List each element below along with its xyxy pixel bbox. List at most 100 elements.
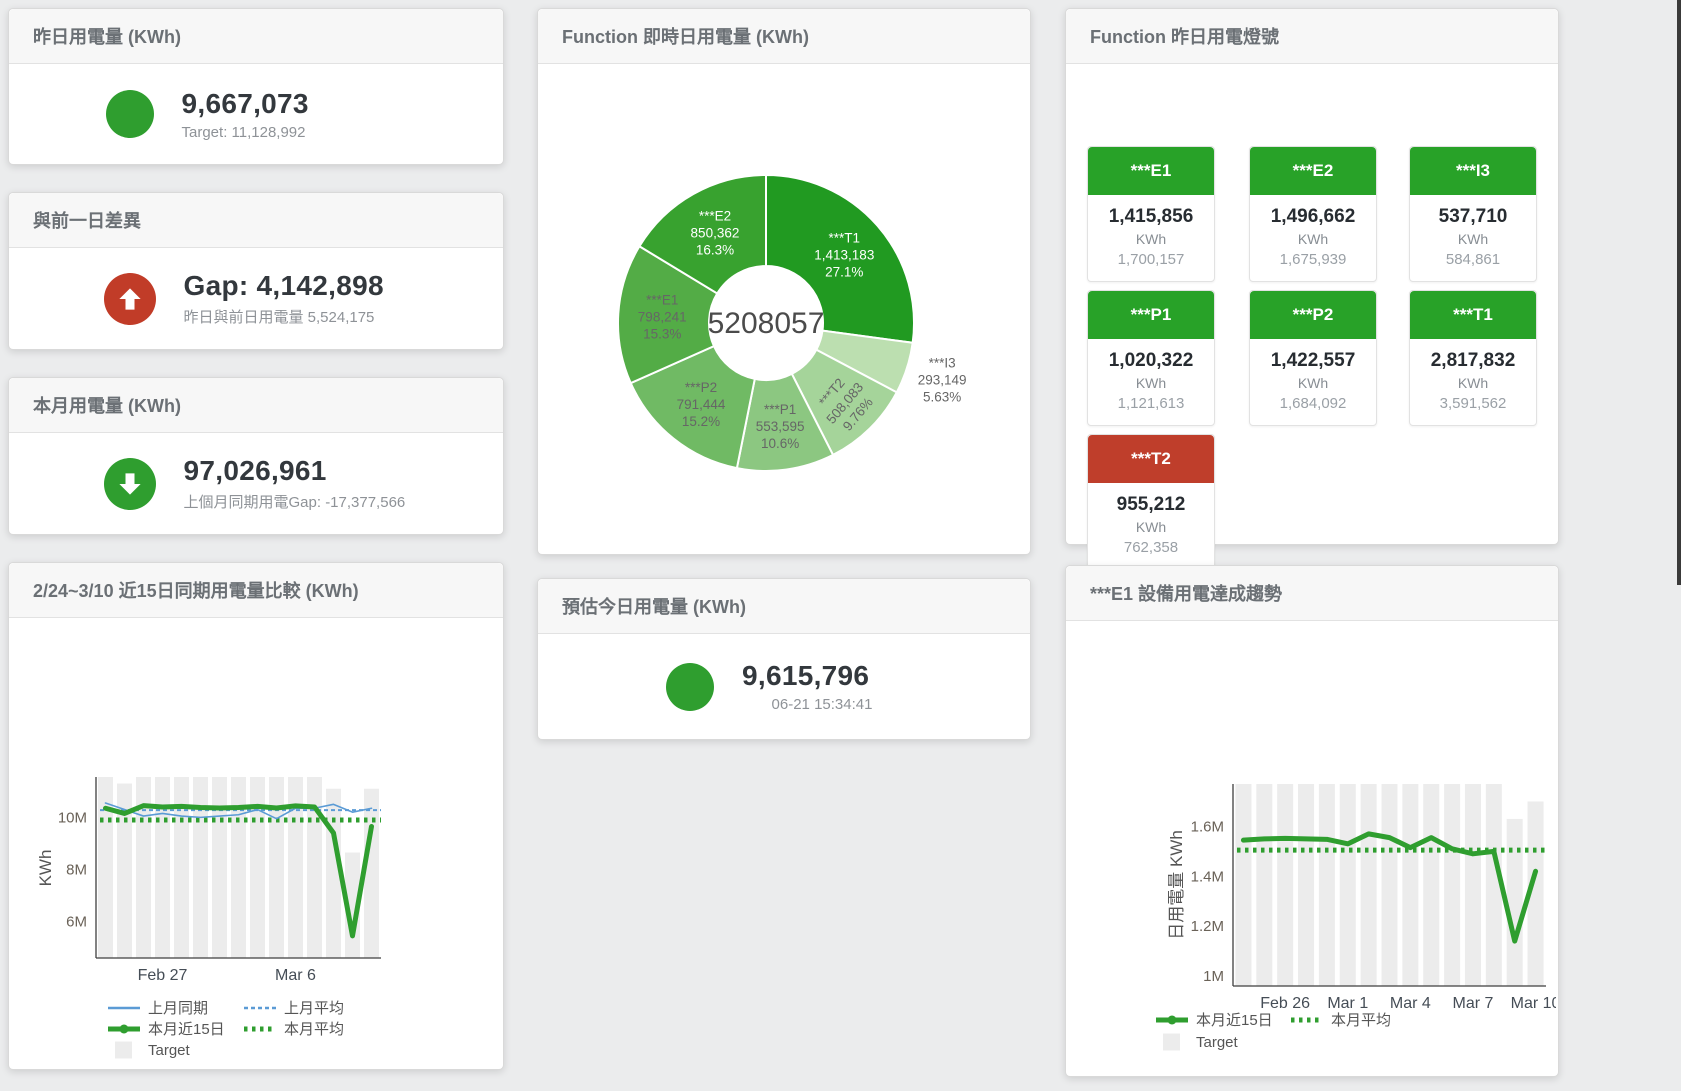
legend-item[interactable]: Target	[115, 1041, 191, 1060]
donut-slice-E2[interactable]	[638, 173, 767, 295]
target-bar	[288, 777, 303, 958]
light-tile-e2[interactable]: ***E2 1,496,662 KWh 1,675,939	[1249, 146, 1377, 282]
y-tick: 1.4M	[1191, 868, 1224, 885]
card-trend-title: ***E1 設備用電達成趨勢	[1066, 566, 1558, 621]
month-value: 97,026,961	[183, 455, 327, 486]
arrow-up-icon	[103, 272, 156, 325]
target-bar	[117, 783, 132, 958]
light-tile-p2-unit: KWh	[1297, 375, 1329, 391]
light-tile-t2-value: 955,212	[1116, 494, 1186, 515]
card-yesterday-title: 昨日用電量 (KWh)	[9, 9, 503, 64]
card-month-body: 97,026,961 上個月同期用電Gap: -17,377,566	[9, 433, 503, 534]
donut-slice-label: ***E2 850,362 16.3%	[691, 208, 740, 257]
donut-slice-label: ***P1 553,595 10.6%	[756, 402, 805, 451]
month-sub: 上個月同期用電Gap: -17,377,566	[183, 494, 406, 511]
yesterday-target: Target: 11,128,992	[181, 123, 306, 141]
target-bar	[345, 852, 360, 958]
donut-chart: ***T1 1,413,183 27.1%***I3 293,149 5.63%***T…	[617, 173, 967, 472]
target-bar	[1318, 784, 1335, 986]
donut-slice-E1[interactable]	[617, 244, 719, 385]
y-tick: 1.2M	[1191, 918, 1224, 935]
light-tile-e1-value: 1,415,856	[1108, 206, 1194, 227]
svg-text:Target: Target	[148, 1042, 191, 1059]
card-trend-chart: ***E1 設備用電達成趨勢 1M 1.2M 1.4M 1.6M Feb 26 Mar 1…	[1065, 565, 1559, 1077]
card-estimate: 預估今日用電量 (KWh) 9,615,796 06-21 15:34:41	[537, 578, 1031, 740]
svg-text:本月近15日: 本月近15日	[1196, 1012, 1273, 1029]
yesterday-value: 9,667,073	[181, 87, 309, 119]
legend-item[interactable]: 本月平均	[1291, 1012, 1391, 1029]
gap-value: Gap: 4,142,898	[183, 270, 384, 301]
svg-text:上月平均: 上月平均	[284, 1000, 344, 1017]
legend-item[interactable]: 本月平均	[244, 1021, 344, 1038]
card-yesterday-body: 9,667,073 Target: 11,128,992	[9, 64, 503, 164]
target-bar	[1423, 784, 1440, 986]
light-tile-e2-target: 1,675,939	[1279, 251, 1347, 268]
target-bar	[231, 777, 246, 958]
target-bar	[364, 788, 379, 958]
target-bar	[1444, 784, 1461, 986]
card-lights: Function 昨日用電燈號 ***E1 1,415,856 KWh 1,70…	[1065, 8, 1559, 570]
light-tile-t2-label: ***T2	[1088, 435, 1214, 483]
svg-text:Target: Target	[1196, 1034, 1239, 1051]
target-bar	[1339, 784, 1356, 986]
light-tile-e2-label: ***E2	[1250, 147, 1376, 195]
light-tile-t1[interactable]: ***T1 2,817,832 KWh 3,591,562	[1409, 290, 1537, 426]
card-gap: 與前一日差異 Gap: 4,142,898 昨日與前日用電量 5,524,175	[8, 192, 504, 350]
card-compare-chart: 2/24~3/10 近15日同期用電量比較 (KWh) 6M 8M 10M Feb 2…	[8, 562, 504, 1070]
light-tile-p1-target: 1,121,613	[1117, 395, 1185, 412]
target-bar	[307, 777, 322, 958]
card-gap-title: 與前一日差異	[9, 193, 503, 248]
card-donut-title: Function 即時日用電量 (KWh)	[538, 9, 1030, 64]
series-line	[104, 802, 373, 820]
target-bar	[1360, 784, 1377, 986]
donut-slice-T1[interactable]	[765, 173, 915, 344]
card-month: 本月用電量 (KWh) 97,026,961 上個月同期用電Gap: -17,3…	[8, 377, 504, 535]
donut-center-total: 5208057	[708, 307, 825, 340]
legend-item[interactable]: Target	[1163, 1033, 1239, 1052]
card-lights-title: Function 昨日用電燈號	[1066, 9, 1558, 64]
y-axis-label: 日用電量 KWh	[1167, 830, 1186, 940]
scrollbar-strip[interactable]	[1677, 0, 1681, 585]
svg-text:本月平均: 本月平均	[284, 1021, 344, 1038]
x-tick: Mar 4	[1390, 995, 1431, 1012]
light-tile-i3[interactable]: ***I3 537,710 KWh 584,861	[1409, 146, 1537, 282]
series-line	[1240, 831, 1539, 944]
y-axis-label: KWh	[36, 850, 55, 887]
light-tile-e1-label: ***E1	[1088, 147, 1214, 195]
target-bar	[174, 777, 189, 958]
light-tile-p2-label: ***P2	[1250, 291, 1376, 339]
card-estimate-title: 預估今日用電量 (KWh)	[538, 579, 1030, 634]
light-tile-t2[interactable]: ***T2 955,212 KWh 762,358	[1087, 434, 1215, 570]
x-tick: Feb 27	[138, 967, 188, 984]
trend-line-chart: 1M 1.2M 1.4M 1.6M Feb 26 Mar 1 Mar 4 Mar 7 Mar 1…	[1156, 784, 1556, 1052]
legend-item[interactable]: 上月平均	[244, 1000, 344, 1017]
x-tick: Mar 10	[1511, 995, 1556, 1012]
green-status-dot-icon	[666, 662, 714, 711]
svg-text:本月平均: 本月平均	[1331, 1012, 1391, 1029]
target-bar	[269, 777, 284, 958]
y-tick: 1M	[1203, 968, 1224, 985]
card-compare-title: 2/24~3/10 近15日同期用電量比較 (KWh)	[9, 563, 503, 618]
light-tile-t2-unit: KWh	[1135, 519, 1167, 535]
legend-item[interactable]: 本月近15日	[1156, 1012, 1273, 1029]
card-gap-body: Gap: 4,142,898 昨日與前日用電量 5,524,175	[9, 248, 503, 349]
light-tile-e1[interactable]: ***E1 1,415,856 KWh 1,700,157	[1087, 146, 1215, 282]
light-tile-t2-target: 762,358	[1123, 539, 1179, 556]
donut-slice-label: ***E1 798,241 15.3%	[638, 292, 687, 341]
y-tick: 8M	[66, 861, 87, 878]
y-tick: 6M	[66, 914, 87, 931]
x-tick: Mar 6	[275, 967, 316, 984]
legend-item[interactable]: 本月近15日	[108, 1021, 225, 1038]
light-tile-p2[interactable]: ***P2 1,422,557 KWh 1,684,092	[1249, 290, 1377, 426]
card-estimate-body: 9,615,796 06-21 15:34:41	[538, 634, 1030, 739]
light-tile-e1-unit: KWh	[1135, 231, 1167, 247]
light-tile-p1[interactable]: ***P1 1,020,322 KWh 1,121,613	[1087, 290, 1215, 426]
legend-item[interactable]: 上月同期	[108, 1000, 208, 1017]
donut-slice-P2[interactable]	[629, 344, 756, 470]
y-tick: 10M	[58, 809, 87, 826]
light-tile-i3-unit: KWh	[1457, 231, 1489, 247]
light-tile-p1-unit: KWh	[1135, 375, 1167, 391]
y-tick: 1.6M	[1191, 818, 1224, 835]
